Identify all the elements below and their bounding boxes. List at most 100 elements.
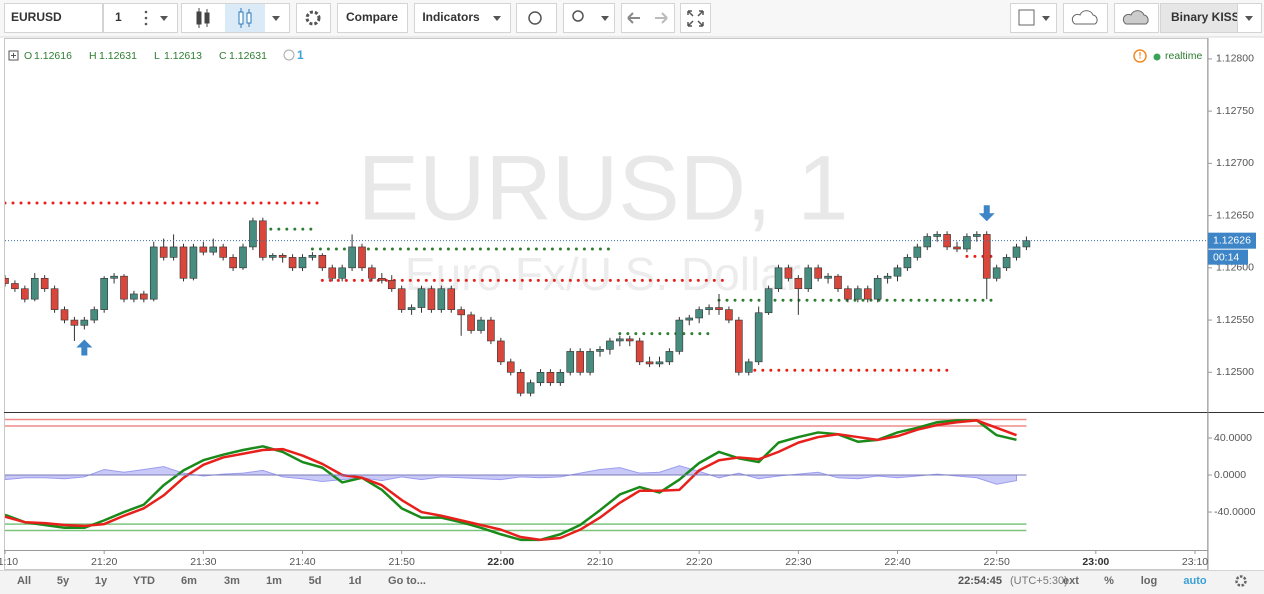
candle-body [130, 293, 138, 300]
legend-label: H [89, 50, 97, 62]
watermark: EURUSD, 1 Euro Fx/U.S. Dollar [358, 137, 849, 300]
bottom-settings-icon[interactable] [1235, 575, 1247, 587]
candle-body [576, 351, 584, 373]
timezone[interactable]: (UTC+5:30) [1010, 575, 1068, 587]
countdown: 00:14 [1213, 251, 1239, 263]
candle-body [725, 309, 733, 321]
load-button[interactable] [1063, 3, 1108, 33]
candle-body [1022, 240, 1031, 248]
candle-body [506, 361, 515, 373]
candle-body [784, 267, 793, 279]
range-button[interactable]: All [17, 575, 31, 587]
candle-body [358, 246, 366, 269]
candle-body [199, 246, 208, 253]
legend-label: C [219, 50, 227, 62]
candles-icon[interactable] [196, 8, 210, 28]
candle-body [883, 275, 892, 279]
legend-value: 1.12631 [229, 50, 267, 62]
candle-body [348, 246, 356, 269]
legend-collapse-icon [11, 53, 16, 58]
clock: 22:54:45 [958, 575, 1002, 587]
candle-body [110, 275, 118, 279]
candle-body [447, 288, 456, 310]
candle-body [50, 288, 59, 310]
candle-body [665, 351, 674, 363]
account-box[interactable] [1160, 3, 1238, 33]
fullscreen-button[interactable] [680, 3, 711, 33]
x-tick-label: 22:30 [785, 556, 811, 568]
range-button[interactable]: 5y [57, 575, 70, 587]
candle-body [209, 246, 218, 253]
candle-body [854, 288, 862, 300]
y-tick-label: 1.12750 [1216, 105, 1254, 117]
undo-icon[interactable] [627, 12, 640, 24]
cloud-icon [1071, 10, 1098, 25]
candle-body [606, 340, 614, 350]
alert-clock-icon [283, 49, 295, 61]
candle-body [477, 319, 485, 331]
candle-body [328, 267, 337, 279]
osc-line [5, 419, 1017, 542]
warning-icon[interactable] [1133, 49, 1147, 63]
x-tick-label: 22:20 [686, 556, 712, 568]
candle-body [229, 257, 237, 269]
legend-value: 1.12631 [99, 50, 137, 62]
candle-body [625, 338, 634, 342]
range-button[interactable]: 1y [95, 575, 108, 587]
dropdown-caret[interactable] [272, 16, 280, 21]
candle-body [239, 246, 247, 269]
candle-body [80, 319, 89, 326]
x-tick-label: 22:40 [884, 556, 910, 568]
candle-body [90, 309, 99, 321]
candle-body [467, 314, 475, 331]
alert-count[interactable]: 1 [297, 48, 304, 62]
candle-body [437, 288, 446, 310]
symbol-box[interactable] [4, 3, 103, 33]
osc-line [5, 419, 1017, 542]
symbol: EURUSD [11, 10, 62, 24]
compare-button[interactable] [337, 3, 408, 33]
last-price-label: 1.12626 [1213, 234, 1251, 246]
legend-value: 1.12616 [34, 50, 72, 62]
menu-dot [144, 16, 148, 20]
x-tick-label: 22:10 [587, 556, 613, 568]
goto-button[interactable]: Go to... [388, 575, 426, 587]
range-button[interactable]: YTD [133, 575, 155, 587]
indicators-button[interactable] [414, 3, 511, 33]
bulb-icon [572, 10, 584, 22]
candle-body [735, 319, 743, 373]
candle-body [387, 280, 396, 290]
status: realtime [1165, 50, 1203, 62]
scale-option[interactable]: ext [1063, 575, 1079, 587]
y-tick-label: 1.12650 [1216, 209, 1254, 221]
candle-body [913, 246, 922, 258]
candle-body [219, 246, 227, 258]
candle-body [368, 267, 376, 279]
range-button[interactable]: 5d [309, 575, 322, 587]
candle-body [378, 277, 386, 281]
scale-option[interactable]: % [1104, 575, 1114, 587]
candle-body [546, 372, 555, 384]
settings-button[interactable] [296, 3, 331, 33]
bottom-bar [0, 570, 1264, 594]
range-button[interactable]: 6m [181, 575, 197, 587]
dropdown-caret[interactable] [160, 16, 168, 21]
warning-mark: ! [1139, 50, 1142, 60]
hollow-candles-icon[interactable] [238, 8, 252, 28]
dropdown-caret [493, 16, 501, 21]
candle-body [863, 288, 872, 300]
y-tick-label: 1.12500 [1216, 366, 1254, 378]
alert-button[interactable] [516, 3, 557, 33]
redo-icon[interactable] [655, 12, 668, 24]
range-button[interactable]: 3m [224, 575, 240, 587]
candle-body [179, 246, 188, 279]
x-tick-label: 21:10 [0, 556, 18, 568]
candle-body [11, 283, 19, 290]
scale-option[interactable]: auto [1183, 575, 1207, 587]
candle-body [526, 382, 535, 394]
candle-body [516, 372, 525, 394]
range-button[interactable]: 1d [349, 575, 362, 587]
range-button[interactable]: 1m [266, 575, 282, 587]
scale-option[interactable]: log [1141, 575, 1158, 587]
signal-arrow [978, 205, 995, 222]
